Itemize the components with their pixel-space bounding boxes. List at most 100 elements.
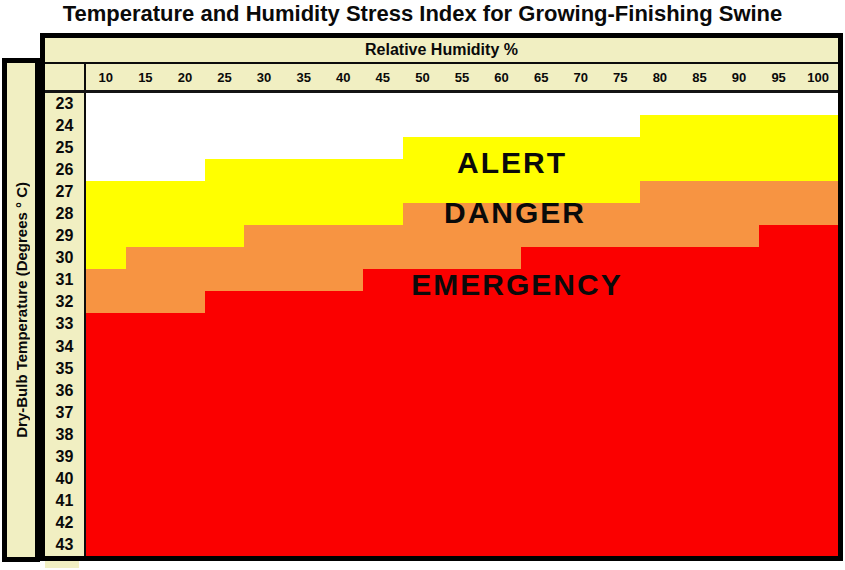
heatmap-cell-rh85-t43 <box>680 534 720 556</box>
heatmap-cell-rh85-t42 <box>680 512 720 534</box>
heatmap-cell-rh25-t39 <box>205 446 245 468</box>
heatmap-cell-rh35-t23 <box>284 93 324 115</box>
heatmap-cell-rh45-t31 <box>363 269 403 291</box>
heatmap-cell-rh90-t23 <box>719 93 759 115</box>
y-tick-23: 23 <box>45 93 84 115</box>
heatmap-cell-rh80-t24 <box>640 115 680 137</box>
heatmap-cell-rh90-t38 <box>719 424 759 446</box>
x-tick-15: 15 <box>126 64 166 90</box>
heatmap-cell-rh40-t29 <box>323 225 363 247</box>
heatmap-cell-rh15-t27 <box>126 181 166 203</box>
alert-zone-label: ALERT <box>457 146 567 180</box>
heatmap-cell-rh45-t29 <box>363 225 403 247</box>
heatmap-cell-rh65-t34 <box>521 336 561 358</box>
heatmap-cell-rh55-t24 <box>442 115 482 137</box>
heatmap-cell-rh65-t36 <box>521 380 561 402</box>
heatmap-cell-rh50-t42 <box>403 512 443 534</box>
heatmap-cell-rh15-t24 <box>126 115 166 137</box>
heatmap-cell-rh25-t43 <box>205 534 245 556</box>
heatmap-cell-rh70-t38 <box>561 424 601 446</box>
heatmap-cell-rh50-t27 <box>403 181 443 203</box>
x-tick-25: 25 <box>205 64 245 90</box>
heatmap-cell-rh20-t41 <box>165 490 205 512</box>
heatmap-cell-rh80-t30 <box>640 247 680 269</box>
heatmap-cell-rh60-t40 <box>482 468 522 490</box>
heatmap-cell-rh60-t42 <box>482 512 522 534</box>
heatmap-cell-rh25-t25 <box>205 137 245 159</box>
x-tick-35: 35 <box>284 64 324 90</box>
heatmap-cell-rh25-t32 <box>205 291 245 313</box>
heatmap-cell-rh25-t34 <box>205 336 245 358</box>
heatmap-cell-rh90-t27 <box>719 181 759 203</box>
heatmap-cell-rh35-t29 <box>284 225 324 247</box>
heatmap-cell-rh40-t33 <box>323 313 363 335</box>
heatmap-cell-rh15-t33 <box>126 313 166 335</box>
heatmap-cell-rh50-t25 <box>403 137 443 159</box>
heatmap-cell-rh20-t23 <box>165 93 205 115</box>
heatmap-cell-rh15-t41 <box>126 490 166 512</box>
heatmap-cell-rh95-t36 <box>759 380 799 402</box>
heatmap-cell-rh75-t24 <box>601 115 641 137</box>
heatmap-cell-rh25-t36 <box>205 380 245 402</box>
heatmap-cell-rh80-t29 <box>640 225 680 247</box>
heatmap-cell-rh50-t37 <box>403 402 443 424</box>
heatmap-cell-rh90-t43 <box>719 534 759 556</box>
x-tick-100: 100 <box>798 64 838 90</box>
heatmap-cell-rh20-t30 <box>165 247 205 269</box>
axis-strip-overhang <box>45 561 79 568</box>
heatmap-cell-rh20-t38 <box>165 424 205 446</box>
heatmap-cell-rh45-t28 <box>363 203 403 225</box>
heatmap-cell-rh15-t28 <box>126 203 166 225</box>
heatmap-cell-rh20-t26 <box>165 159 205 181</box>
heatmap-cell-rh95-t41 <box>759 490 799 512</box>
x-tick-70: 70 <box>561 64 601 90</box>
heatmap-cell-rh65-t35 <box>521 358 561 380</box>
heatmap-cell-rh75-t39 <box>601 446 641 468</box>
heatmap-cell-rh35-t25 <box>284 137 324 159</box>
heatmap-cell-rh30-t29 <box>244 225 284 247</box>
heatmap-cell-rh100-t32 <box>798 291 838 313</box>
heatmap-cell-rh35-t42 <box>284 512 324 534</box>
heatmap-cell-rh15-t36 <box>126 380 166 402</box>
y-tick-37: 37 <box>45 402 84 424</box>
heatmap-cell-rh60-t24 <box>482 115 522 137</box>
heatmap-cell-rh40-t24 <box>323 115 363 137</box>
heatmap-cell-rh35-t26 <box>284 159 324 181</box>
heatmap-cell-rh30-t26 <box>244 159 284 181</box>
heatmap-cell-rh75-t40 <box>601 468 641 490</box>
heatmap-cell-rh100-t39 <box>798 446 838 468</box>
heatmap-cell-rh95-t31 <box>759 269 799 291</box>
heatmap-cell-rh20-t43 <box>165 534 205 556</box>
chart-body: 2324252627282930313233343536373839404142… <box>45 93 838 556</box>
x-tick-row: 101520253035404550556065707580859095100 <box>45 64 838 93</box>
x-tick-75: 75 <box>601 64 641 90</box>
heatmap-cell-rh20-t28 <box>165 203 205 225</box>
heatmap-cell-rh50-t41 <box>403 490 443 512</box>
heatmap-cell-rh75-t37 <box>601 402 641 424</box>
heatmap-cell-rh85-t41 <box>680 490 720 512</box>
heatmap-cell-rh95-t28 <box>759 203 799 225</box>
heatmap-cell-rh30-t28 <box>244 203 284 225</box>
heatmap-cell-rh30-t27 <box>244 181 284 203</box>
heatmap-cell-rh70-t23 <box>561 93 601 115</box>
heatmap-cell-rh15-t35 <box>126 358 166 380</box>
heatmap-cell-rh95-t43 <box>759 534 799 556</box>
heatmap-cell-rh100-t33 <box>798 313 838 335</box>
heatmap-cell-rh80-t31 <box>640 269 680 291</box>
heatmap-cell-rh100-t27 <box>798 181 838 203</box>
x-tick-50: 50 <box>403 64 443 90</box>
heatmap-cell-rh45-t32 <box>363 291 403 313</box>
heatmap-cell-rh45-t38 <box>363 424 403 446</box>
heatmap-cell-rh35-t38 <box>284 424 324 446</box>
heatmap-cell-rh80-t23 <box>640 93 680 115</box>
heatmap-cell-rh100-t41 <box>798 490 838 512</box>
heatmap-cell-rh25-t26 <box>205 159 245 181</box>
heatmap-cell-rh10-t26 <box>86 159 126 181</box>
heatmap-cell-rh20-t37 <box>165 402 205 424</box>
x-ticks: 101520253035404550556065707580859095100 <box>84 64 838 90</box>
heatmap-cell-rh70-t33 <box>561 313 601 335</box>
heatmap-cell-rh70-t36 <box>561 380 601 402</box>
x-tick-65: 65 <box>521 64 561 90</box>
heatmap-cell-rh50-t30 <box>403 247 443 269</box>
heatmap-cell-rh40-t42 <box>323 512 363 534</box>
